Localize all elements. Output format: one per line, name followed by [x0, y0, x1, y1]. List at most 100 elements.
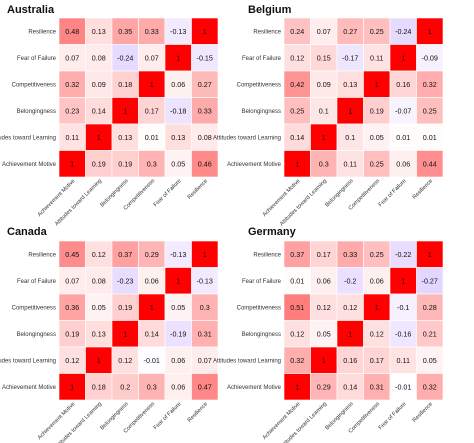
heatmap-cell — [389, 150, 417, 178]
cell-value-label: 1 — [401, 53, 405, 62]
heatmap-cell — [58, 17, 86, 45]
cell-value-label: 0.45 — [65, 250, 79, 259]
column-label: Attitudes toward Learning — [279, 401, 328, 443]
heatmap-cell — [85, 17, 113, 45]
heatmap-cell — [310, 97, 338, 125]
heatmap-cell — [336, 44, 364, 72]
heatmap-cell — [336, 293, 364, 321]
heatmap-cell — [138, 44, 166, 72]
cell-value-label: 0.14 — [343, 382, 357, 391]
heatmap-cell — [164, 320, 192, 348]
cell-value-label: 0.12 — [65, 356, 79, 365]
heatmap-cell — [191, 17, 219, 45]
heatmap-panel-germany: Germany 0.37 0.17 0.33 0.25 -0.22 1 0.01 0.06 -0.… — [213, 226, 444, 443]
cell-value-label: 1 — [203, 27, 207, 36]
cell-value-label: 1 — [123, 329, 127, 338]
cell-value-label: 0.1 — [319, 106, 329, 115]
cell-value-label: 0.07 — [145, 53, 159, 62]
cell-value-label: 0.25 — [423, 106, 437, 115]
cell-value-label: 0.12 — [343, 303, 357, 312]
heatmap-cell — [138, 97, 166, 125]
cell-value-label: 0.07 — [317, 27, 331, 36]
cell-value-label: -0.24 — [117, 53, 133, 62]
cell-value-label: 0.11 — [66, 133, 79, 142]
row-label: Competitiveness — [12, 305, 56, 311]
cell-value-label: 0.12 — [317, 303, 331, 312]
cell-value-label: 0.24 — [290, 27, 304, 36]
panel-title: Australia — [7, 4, 55, 16]
heatmap-cell — [310, 267, 338, 295]
cell-value-label: 1 — [428, 250, 432, 259]
cell-value-label: -0.13 — [197, 276, 213, 285]
heatmap-cell — [416, 70, 444, 98]
heatmap-cell — [363, 373, 391, 401]
heatmap-panel-belgium: Belgium 0.24 0.07 0.27 0.25 -0.24 1 0.12 0.15 -0.… — [213, 4, 444, 227]
row-label: Belongingness — [242, 109, 281, 115]
cell-value-label: 0.18 — [92, 382, 106, 391]
cell-value-label: 1 — [97, 133, 101, 142]
cell-value-label: 0.01 — [145, 133, 159, 142]
cell-value-label: 1 — [322, 356, 326, 365]
cell-value-label: 0.06 — [171, 80, 185, 89]
heatmap-cell — [85, 44, 113, 72]
cell-value-label: 0.06 — [171, 356, 185, 365]
heatmap-cell — [58, 346, 86, 374]
cell-value-label: -0.23 — [117, 276, 133, 285]
cell-value-label: 0.11 — [344, 159, 357, 168]
cell-value-label: 1 — [123, 106, 127, 115]
heatmap-cell — [85, 293, 113, 321]
heatmap-cell — [363, 123, 391, 151]
heatmap-cell — [363, 97, 391, 125]
cell-value-label: 0.19 — [370, 106, 384, 115]
cell-value-label: 0.09 — [92, 80, 106, 89]
cell-value-label: 0.37 — [290, 250, 304, 259]
cell-value-label: 0.25 — [370, 159, 384, 168]
heatmap-cell — [191, 44, 219, 72]
heatmap-cell — [85, 267, 113, 295]
panel-title: Germany — [248, 226, 297, 238]
cell-value-label: 0.08 — [198, 133, 212, 142]
row-label: Competitiveness — [237, 82, 281, 88]
heatmap-cell — [389, 44, 417, 72]
cell-value-label: 0.05 — [171, 159, 185, 168]
cell-value-label: 1 — [401, 276, 405, 285]
cell-value-label: 0.07 — [198, 356, 212, 365]
heatmap-cell — [416, 346, 444, 374]
cell-value-label: 0.37 — [118, 250, 132, 259]
heatmap-cell — [389, 373, 417, 401]
heatmap-cell — [111, 346, 139, 374]
heatmap-cell — [58, 150, 86, 178]
heatmap-cell — [58, 373, 86, 401]
row-label: Fear of Failure — [242, 279, 282, 285]
heatmap-cell — [416, 97, 444, 125]
heatmap-cell — [416, 373, 444, 401]
heatmap-cell — [389, 320, 417, 348]
row-label: Resilience — [253, 252, 281, 258]
cell-value-label: 0.19 — [92, 159, 106, 168]
heatmap-cell — [283, 293, 311, 321]
heatmap-cell — [389, 293, 417, 321]
cell-value-label: 0.08 — [92, 276, 106, 285]
heatmap-cell — [310, 293, 338, 321]
row-label: Fear of Failure — [17, 56, 57, 62]
cell-value-label: 0.31 — [370, 382, 384, 391]
cell-value-label: 0.23 — [65, 106, 79, 115]
row-label: Attitudes toward Learning — [213, 135, 281, 141]
heatmap-panel-australia: Australia 0.48 0.13 0.35 0.33 -0.13 1 0.07 0.08 -… — [0, 4, 219, 227]
cell-value-label: 0.17 — [370, 356, 384, 365]
cell-value-label: 0.27 — [343, 27, 357, 36]
cell-value-label: 0.12 — [370, 329, 384, 338]
panel-title: Belgium — [248, 4, 292, 16]
cell-value-label: 0.17 — [317, 250, 331, 259]
heatmap-cell — [58, 267, 86, 295]
cell-value-label: 1 — [348, 329, 352, 338]
cell-value-label: 0.36 — [65, 303, 79, 312]
row-label: Competitiveness — [237, 305, 281, 311]
heatmap-cell — [85, 70, 113, 98]
heatmap-cell — [416, 240, 444, 268]
cell-value-label: 0.3 — [200, 303, 210, 312]
heatmap-cell — [336, 240, 364, 268]
cell-value-label: -0.18 — [170, 106, 186, 115]
cell-value-label: 1 — [322, 133, 326, 142]
heatmap-cell — [58, 293, 86, 321]
